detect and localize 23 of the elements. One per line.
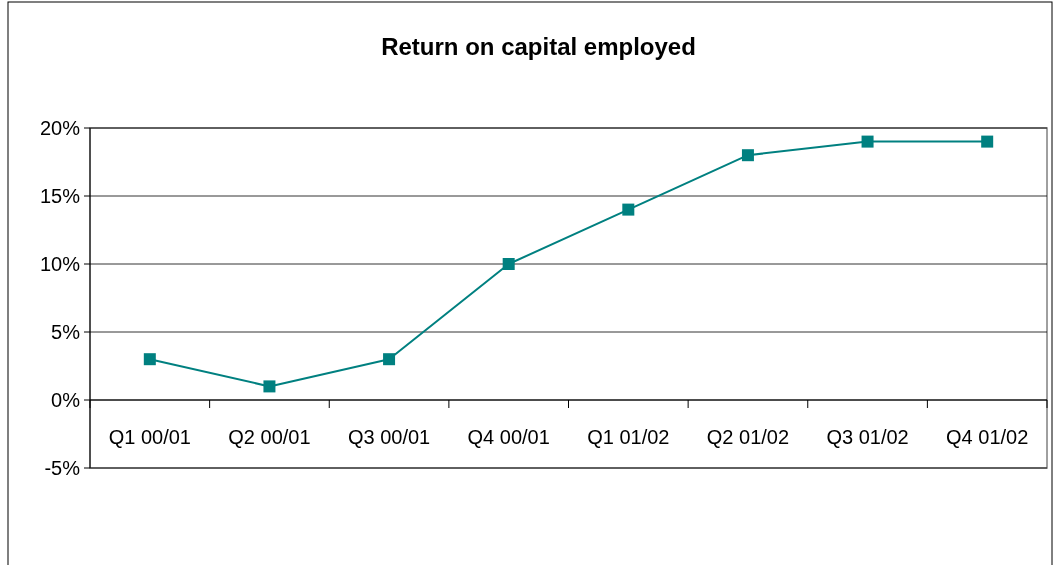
x-tick-label: Q4 00/01: [467, 426, 550, 448]
x-tick-label: Q2 00/01: [228, 426, 311, 448]
point: [502, 258, 515, 270]
x-tick-label: Q1 00/01: [108, 426, 191, 448]
x-tick-label: Q3 01/02: [826, 426, 909, 448]
x-tick-label: Q2 01/02: [706, 426, 790, 448]
point: [143, 353, 156, 366]
point: [981, 135, 994, 148]
point: [741, 149, 754, 162]
point: [383, 353, 396, 366]
x-tick-label: Q1 01/02: [587, 426, 670, 448]
point: [622, 203, 635, 216]
y-tick-label: -5%: [44, 457, 81, 479]
x-tick-label: Q3 00/01: [347, 426, 431, 448]
point: [263, 380, 276, 393]
y-tick-label: 5%: [51, 321, 81, 343]
x-tick-label: Q4 01/02: [946, 426, 1029, 448]
point: [861, 135, 874, 148]
y-tick-label: 10%: [39, 253, 81, 275]
y-tick-label: 15%: [39, 185, 81, 207]
chart-title: Return on capital employed: [381, 33, 696, 60]
y-tick-label: 20%: [39, 117, 81, 139]
y-tick-label: 0%: [51, 389, 81, 411]
